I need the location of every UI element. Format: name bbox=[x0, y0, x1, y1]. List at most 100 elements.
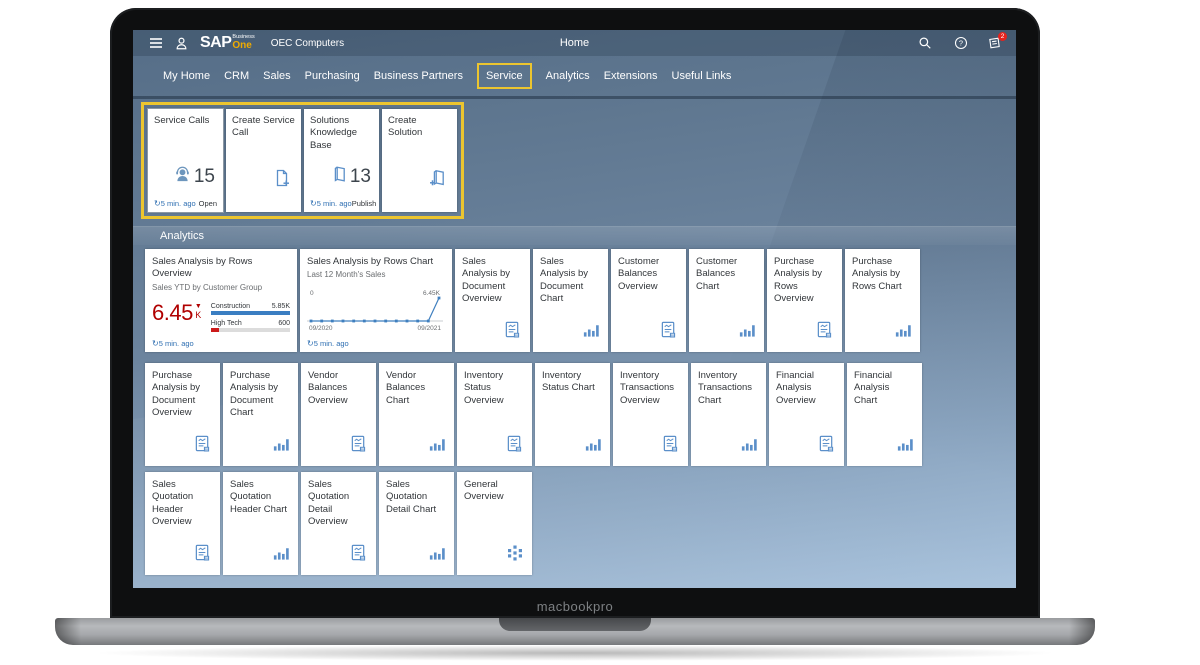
tile-count: 13 bbox=[349, 166, 371, 187]
bar-chart-icon bbox=[428, 435, 445, 452]
tab-my-home[interactable]: My Home bbox=[163, 70, 211, 82]
refresh-icon: ↻ bbox=[152, 339, 159, 348]
menu-icon[interactable] bbox=[146, 33, 166, 53]
help-icon[interactable]: ? bbox=[951, 33, 971, 53]
tile-purchase-analysis-by-document-overview[interactable]: Purchase Analysis by Document Overview bbox=[145, 363, 220, 466]
tab-crm[interactable]: CRM bbox=[224, 70, 250, 82]
svg-text:0: 0 bbox=[310, 290, 314, 297]
tile-title: Inventory Transactions Chart bbox=[698, 370, 753, 406]
report-icon bbox=[504, 321, 521, 338]
refresh-icon: ↻ bbox=[307, 339, 314, 348]
tab-service[interactable]: Service bbox=[476, 63, 532, 89]
bar-chart-icon bbox=[582, 321, 599, 338]
tile-title: Vendor Balances Chart bbox=[386, 370, 426, 406]
analytics-tile-row: Sales Analysis by Rows Overview Sales YT… bbox=[145, 249, 1016, 352]
refresh-timestamp: ↻5 min. ago bbox=[310, 199, 352, 208]
tile-vendor-balances-overview[interactable]: Vendor Balances Overview bbox=[301, 363, 376, 466]
tile-inventory-status-chart[interactable]: Inventory Status Chart bbox=[535, 363, 610, 466]
tab-extensions[interactable]: Extensions bbox=[603, 70, 658, 82]
device-label: macbookpro bbox=[536, 599, 614, 614]
tile-create-service-call[interactable]: Create Service Call bbox=[226, 109, 301, 212]
tile-purchase-analysis-by-rows-chart[interactable]: Purchase Analysis by Rows Chart bbox=[845, 249, 920, 352]
analytics-section-header: Analytics bbox=[133, 226, 1016, 245]
tile-sales-quotation-header-overview[interactable]: Sales Quotation Header Overview bbox=[145, 472, 220, 575]
tile-sales-analysis-by-document-chart[interactable]: Sales Analysis by Document Chart bbox=[533, 249, 608, 352]
tile-status-label: Open bbox=[198, 199, 217, 208]
line-chart: 0 6.45K 09/2020 09/2021 bbox=[307, 290, 443, 332]
tile-title: Solutions Knowledge Base bbox=[310, 115, 358, 151]
tile-inventory-status-overview[interactable]: Inventory Status Overview bbox=[457, 363, 532, 466]
tile-title: Inventory Status Chart bbox=[542, 370, 595, 394]
bar-chart-icon bbox=[896, 435, 913, 452]
tile-purchase-analysis-by-document-chart[interactable]: Purchase Analysis by Document Chart bbox=[223, 363, 298, 466]
tile-financial-analysis-chart[interactable]: Financial Analysis Chart bbox=[847, 363, 922, 466]
tile-inventory-transactions-chart[interactable]: Inventory Transactions Chart bbox=[691, 363, 766, 466]
tab-sales[interactable]: Sales bbox=[263, 70, 291, 82]
tile-vendor-balances-chart[interactable]: Vendor Balances Chart bbox=[379, 363, 454, 466]
search-icon[interactable] bbox=[915, 33, 935, 53]
tile-title: Purchase Analysis by Rows Overview bbox=[774, 256, 823, 305]
tile-sales-quotation-detail-chart[interactable]: Sales Quotation Detail Chart bbox=[379, 472, 454, 575]
notifications-icon[interactable]: 2 bbox=[987, 32, 1007, 50]
analytics-tile-row: Sales Quotation Header Overview Sales Qu… bbox=[145, 472, 1016, 575]
tile-title: General Overview bbox=[464, 479, 504, 503]
tile-create-solution[interactable]: Create Solution bbox=[382, 109, 457, 212]
tile-sales-quotation-detail-overview[interactable]: Sales Quotation Detail Overview bbox=[301, 472, 376, 575]
bar-chart-icon bbox=[272, 435, 289, 452]
tile-title: Vendor Balances Overview bbox=[308, 370, 348, 406]
tile-title: Create Service Call bbox=[232, 115, 295, 139]
tile-title: Financial Analysis Overview bbox=[776, 370, 816, 406]
tile-solutions-knowledge-base[interactable]: Solutions Knowledge Base 13 ↻5 min. ago Pub… bbox=[304, 109, 379, 212]
nav-tabs: My Home CRM Sales Purchasing Business Partne… bbox=[133, 56, 1016, 99]
svg-text:09/2020: 09/2020 bbox=[309, 325, 333, 332]
bar-label: High Tech bbox=[210, 319, 242, 327]
tile-service-calls[interactable]: Service Calls 15 ↻5 min. ago Open bbox=[147, 108, 224, 213]
tile-financial-analysis-overview[interactable]: Financial Analysis Overview bbox=[769, 363, 844, 466]
bar-chart-icon bbox=[740, 435, 757, 452]
user-icon[interactable] bbox=[171, 33, 191, 53]
tile-title: Purchase Analysis by Rows Chart bbox=[852, 256, 902, 292]
analytics-section-title: Analytics bbox=[160, 230, 205, 242]
tab-useful-links[interactable]: Useful Links bbox=[671, 70, 732, 82]
tile-purchase-analysis-by-rows-overview[interactable]: Purchase Analysis by Rows Overview bbox=[767, 249, 842, 352]
bar-chart-icon bbox=[584, 435, 601, 452]
sap-wordmark: SAP bbox=[200, 34, 232, 51]
tab-purchasing[interactable]: Purchasing bbox=[304, 70, 360, 82]
comparison-bar: Construction 5.85K bbox=[210, 303, 290, 315]
tile-title: Sales Analysis by Document Overview bbox=[462, 256, 511, 305]
analytics-tile-row: Purchase Analysis by Document Overview P… bbox=[145, 363, 1016, 466]
tile-sales-quotation-header-chart[interactable]: Sales Quotation Header Chart bbox=[223, 472, 298, 575]
report-icon bbox=[194, 435, 211, 452]
laptop-shadow bbox=[90, 645, 1060, 661]
logo-one: One bbox=[232, 39, 252, 51]
tile-customer-balances-overview[interactable]: Customer Balances Overview bbox=[611, 249, 686, 352]
overview-grid-icon bbox=[507, 545, 523, 561]
tile-title: Inventory Transactions Overview bbox=[620, 370, 675, 406]
tile-inventory-transactions-overview[interactable]: Inventory Transactions Overview bbox=[613, 363, 688, 466]
tile-sales-analysis-by-document-overview[interactable]: Sales Analysis by Document Overview bbox=[455, 249, 530, 352]
comparison-bar: High Tech 600 bbox=[210, 319, 290, 332]
tile-sales-analysis-by-rows-overview[interactable]: Sales Analysis by Rows Overview Sales YT… bbox=[145, 249, 297, 352]
laptop-lid: SAP Business One OEC Computers Home ? bbox=[110, 8, 1040, 618]
book-icon bbox=[332, 165, 348, 188]
bar-value: 600 bbox=[278, 319, 290, 327]
logo-business: Business bbox=[232, 34, 255, 40]
report-icon bbox=[194, 544, 211, 561]
laptop-base bbox=[55, 618, 1095, 645]
tile-general-overview[interactable]: General Overview bbox=[457, 472, 532, 575]
trend-down-icon: ▼ bbox=[194, 302, 202, 310]
support-person-icon bbox=[173, 165, 192, 188]
bar-chart-icon bbox=[428, 544, 445, 561]
sap-business-one-logo: SAP Business One bbox=[200, 34, 255, 51]
tile-title: Customer Balances Overview bbox=[618, 256, 660, 292]
tab-analytics[interactable]: Analytics bbox=[545, 70, 590, 82]
tab-business-partners[interactable]: Business Partners bbox=[373, 70, 463, 82]
tile-title: Sales Quotation Detail Overview bbox=[308, 479, 350, 528]
tile-title: Inventory Status Overview bbox=[464, 370, 504, 406]
tile-customer-balances-chart[interactable]: Customer Balances Chart bbox=[689, 249, 764, 352]
tile-sales-analysis-by-rows-chart[interactable]: Sales Analysis by Rows Chart Last 12 Mon… bbox=[300, 249, 452, 352]
refresh-icon: ↻ bbox=[310, 199, 317, 208]
report-icon bbox=[506, 435, 523, 452]
tile-title: Create Solution bbox=[388, 115, 423, 139]
report-icon bbox=[818, 435, 835, 452]
